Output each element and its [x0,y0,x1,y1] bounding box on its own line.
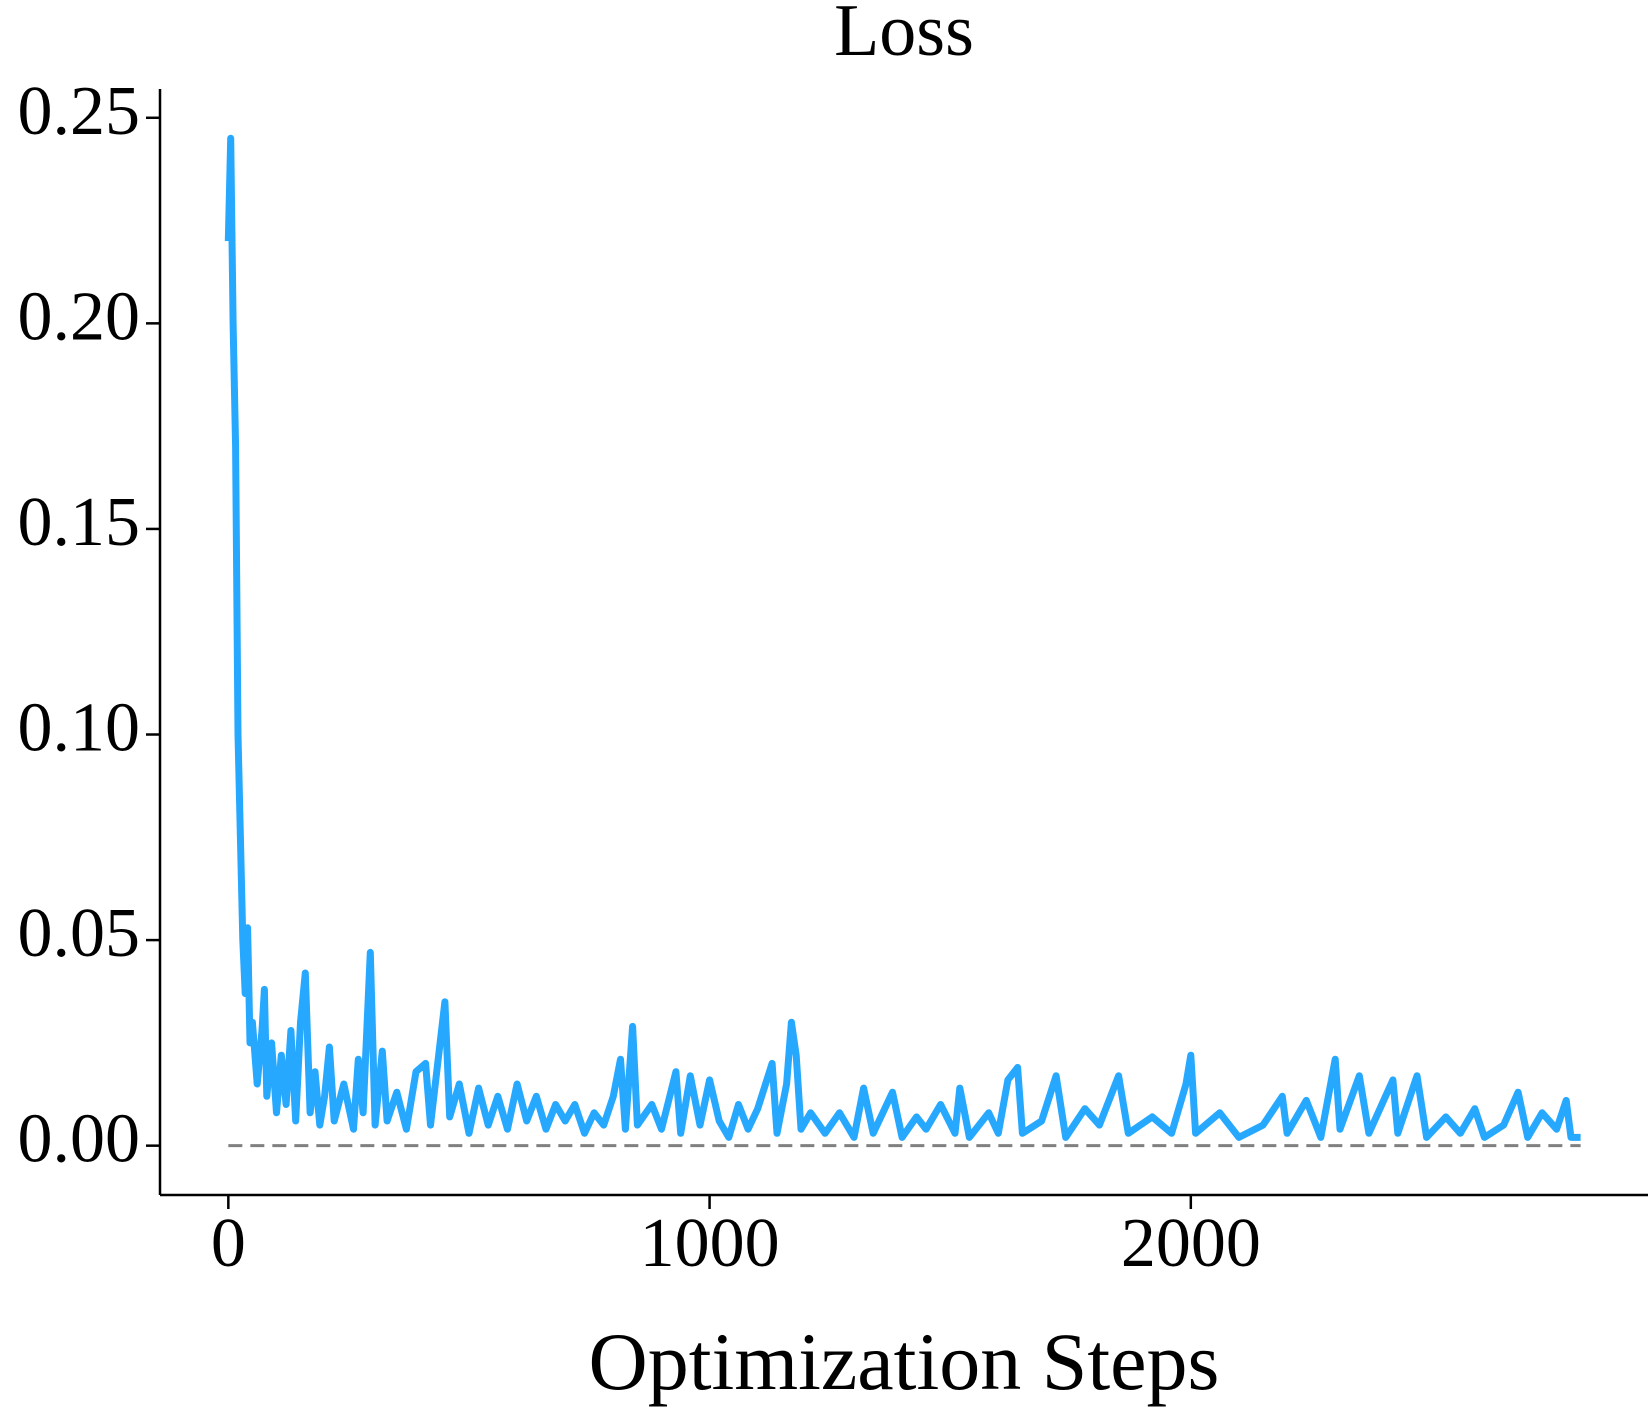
x-tick-label: 0 [211,1205,246,1282]
x-tick-label: 2000 [1121,1205,1261,1282]
y-tick-label: 0.05 [18,895,141,972]
y-tick-label: 0.00 [18,1101,141,1178]
x-axis-label: Optimization Steps [589,1316,1220,1407]
y-tick-label: 0.25 [18,73,141,150]
y-tick-label: 0.20 [18,278,141,355]
y-tick-label: 0.15 [18,484,141,561]
loss-line [224,134,1581,1141]
x-tick-label: 1000 [640,1205,780,1282]
y-tick-label: 0.10 [18,690,141,767]
chart-title: Loss [834,0,974,72]
